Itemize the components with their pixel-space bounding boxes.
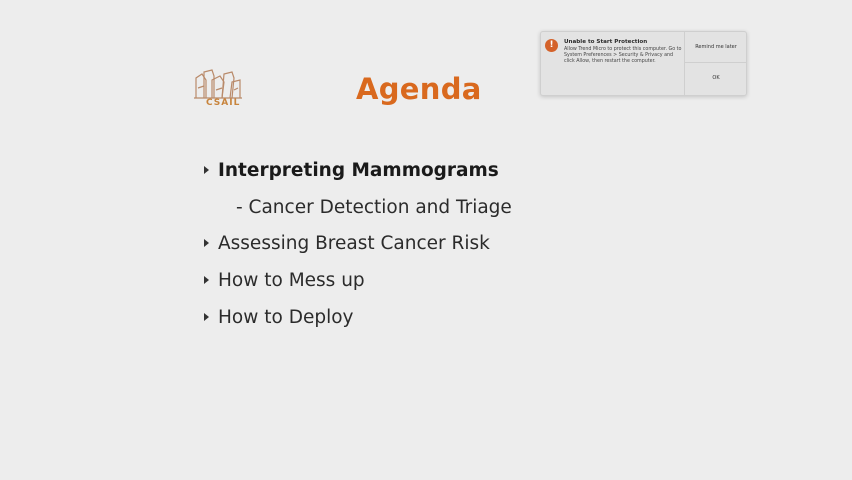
alert-icon: !	[545, 39, 558, 52]
logo-text: CSAIL	[206, 98, 241, 108]
notification-actions: Remind me later OK	[684, 32, 747, 95]
agenda-item-label: How to Mess up	[218, 270, 365, 291]
slide-title: Agenda	[356, 72, 482, 106]
notification-title: Unable to Start Protection	[564, 39, 648, 45]
agenda-item-label: Assessing Breast Cancer Risk	[218, 233, 490, 254]
agenda-item: Interpreting Mammograms	[204, 160, 499, 181]
system-notification: ! Unable to Start Protection Allow Trend…	[540, 31, 747, 96]
bullet-arrow-icon	[204, 276, 209, 284]
agenda-item: Assessing Breast Cancer Risk	[204, 233, 490, 254]
bullet-arrow-icon	[204, 313, 209, 321]
remind-me-later-button[interactable]: Remind me later	[685, 32, 747, 63]
ok-button[interactable]: OK	[685, 63, 747, 94]
agenda-item-label: Interpreting Mammograms	[218, 160, 499, 181]
csail-building-icon	[194, 69, 242, 99]
agenda-subitem-label: - Cancer Detection and Triage	[236, 197, 512, 218]
agenda-item: How to Mess up	[204, 270, 365, 291]
bullet-arrow-icon	[204, 166, 209, 174]
notification-body: Allow Trend Micro to protect this comput…	[564, 47, 682, 64]
agenda-item: How to Deploy	[204, 307, 353, 328]
bullet-arrow-icon	[204, 239, 209, 247]
csail-logo: CSAIL	[190, 68, 250, 110]
agenda-subitem: - Cancer Detection and Triage	[236, 197, 512, 218]
agenda-item-label: How to Deploy	[218, 307, 354, 328]
